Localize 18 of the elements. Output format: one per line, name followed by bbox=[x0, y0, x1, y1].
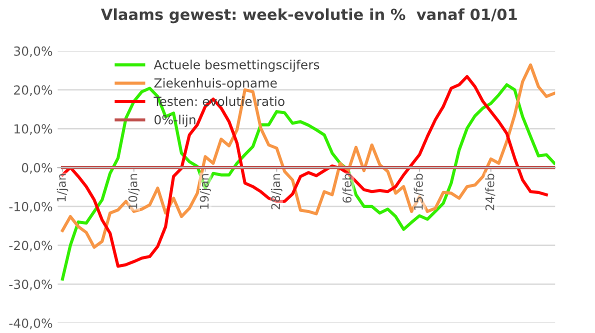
x-tick-label: 15/feb bbox=[414, 174, 424, 210]
y-tick-label: -30,0% bbox=[9, 280, 52, 290]
y-tick-label: 20,0% bbox=[14, 85, 52, 96]
x-tick-label: 19/jan bbox=[200, 174, 211, 209]
y-tick-label: -40,0% bbox=[9, 318, 52, 330]
y-tick-label: -10,0% bbox=[9, 202, 52, 213]
x-tick-label: 10/jan bbox=[128, 174, 140, 209]
legend-label: Ziekenhuis-opname bbox=[154, 78, 277, 90]
x-tick-label: 1/jan bbox=[56, 174, 68, 202]
y-tick-label: 0,0% bbox=[22, 163, 52, 174]
y-tick-label: -20,0% bbox=[9, 240, 52, 252]
y-tick-label: 10,0% bbox=[14, 124, 52, 135]
chart-title: Vlaams gewest: week-evolutie in % vanaf 01/01 bbox=[100, 8, 517, 24]
x-tick-label: 24/feb bbox=[485, 174, 496, 210]
legend-label: Actuele besmettingscijfers bbox=[154, 60, 320, 72]
x-tick-label: 28/jan bbox=[270, 174, 282, 210]
x-tick-label: 6/feb bbox=[342, 174, 352, 203]
y-tick-label: 30,0% bbox=[14, 46, 52, 58]
